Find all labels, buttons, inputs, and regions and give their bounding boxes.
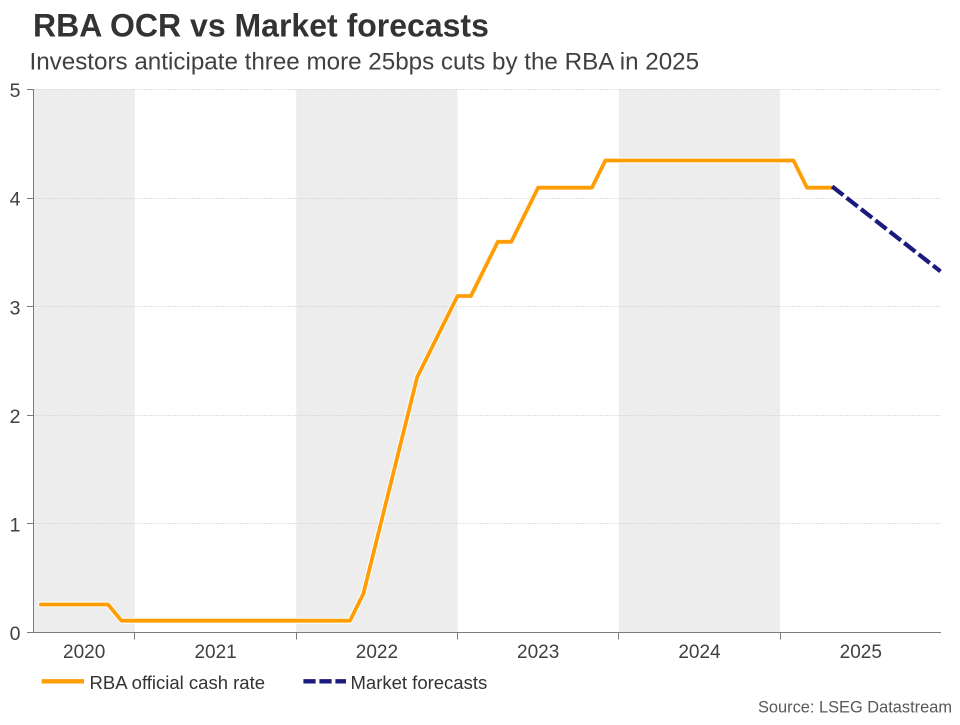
svg-text:2024: 2024 bbox=[678, 642, 721, 663]
svg-text:2021: 2021 bbox=[194, 642, 236, 663]
svg-text:4: 4 bbox=[10, 189, 21, 211]
svg-text:0: 0 bbox=[10, 623, 21, 645]
svg-text:5: 5 bbox=[10, 80, 21, 102]
svg-text:2022: 2022 bbox=[356, 642, 398, 663]
svg-text:RBA OCR vs Market forecasts: RBA OCR vs Market forecasts bbox=[33, 8, 489, 44]
svg-text:2023: 2023 bbox=[517, 642, 559, 663]
svg-text:1: 1 bbox=[10, 514, 21, 536]
svg-text:2020: 2020 bbox=[63, 642, 105, 663]
svg-text:Investors anticipate three mor: Investors anticipate three more 25bps cu… bbox=[30, 49, 700, 76]
svg-text:Market forecasts: Market forecasts bbox=[351, 672, 488, 693]
svg-text:2: 2 bbox=[10, 406, 21, 428]
svg-text:RBA official cash rate: RBA official cash rate bbox=[90, 672, 266, 693]
svg-text:3: 3 bbox=[10, 297, 21, 319]
svg-text:2025: 2025 bbox=[840, 642, 882, 663]
svg-text:Source: LSEG Datastream: Source: LSEG Datastream bbox=[758, 699, 952, 717]
